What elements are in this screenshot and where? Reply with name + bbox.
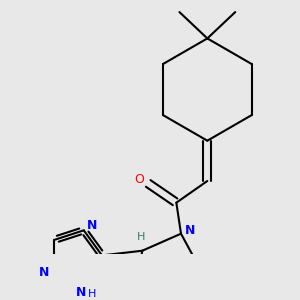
Polygon shape [178,297,195,300]
Text: N: N [76,286,86,299]
Text: N: N [87,219,98,232]
Text: H: H [136,232,145,242]
Text: N: N [184,224,195,237]
Text: O: O [134,173,144,186]
Text: H: H [88,290,97,299]
Text: N: N [39,266,50,279]
